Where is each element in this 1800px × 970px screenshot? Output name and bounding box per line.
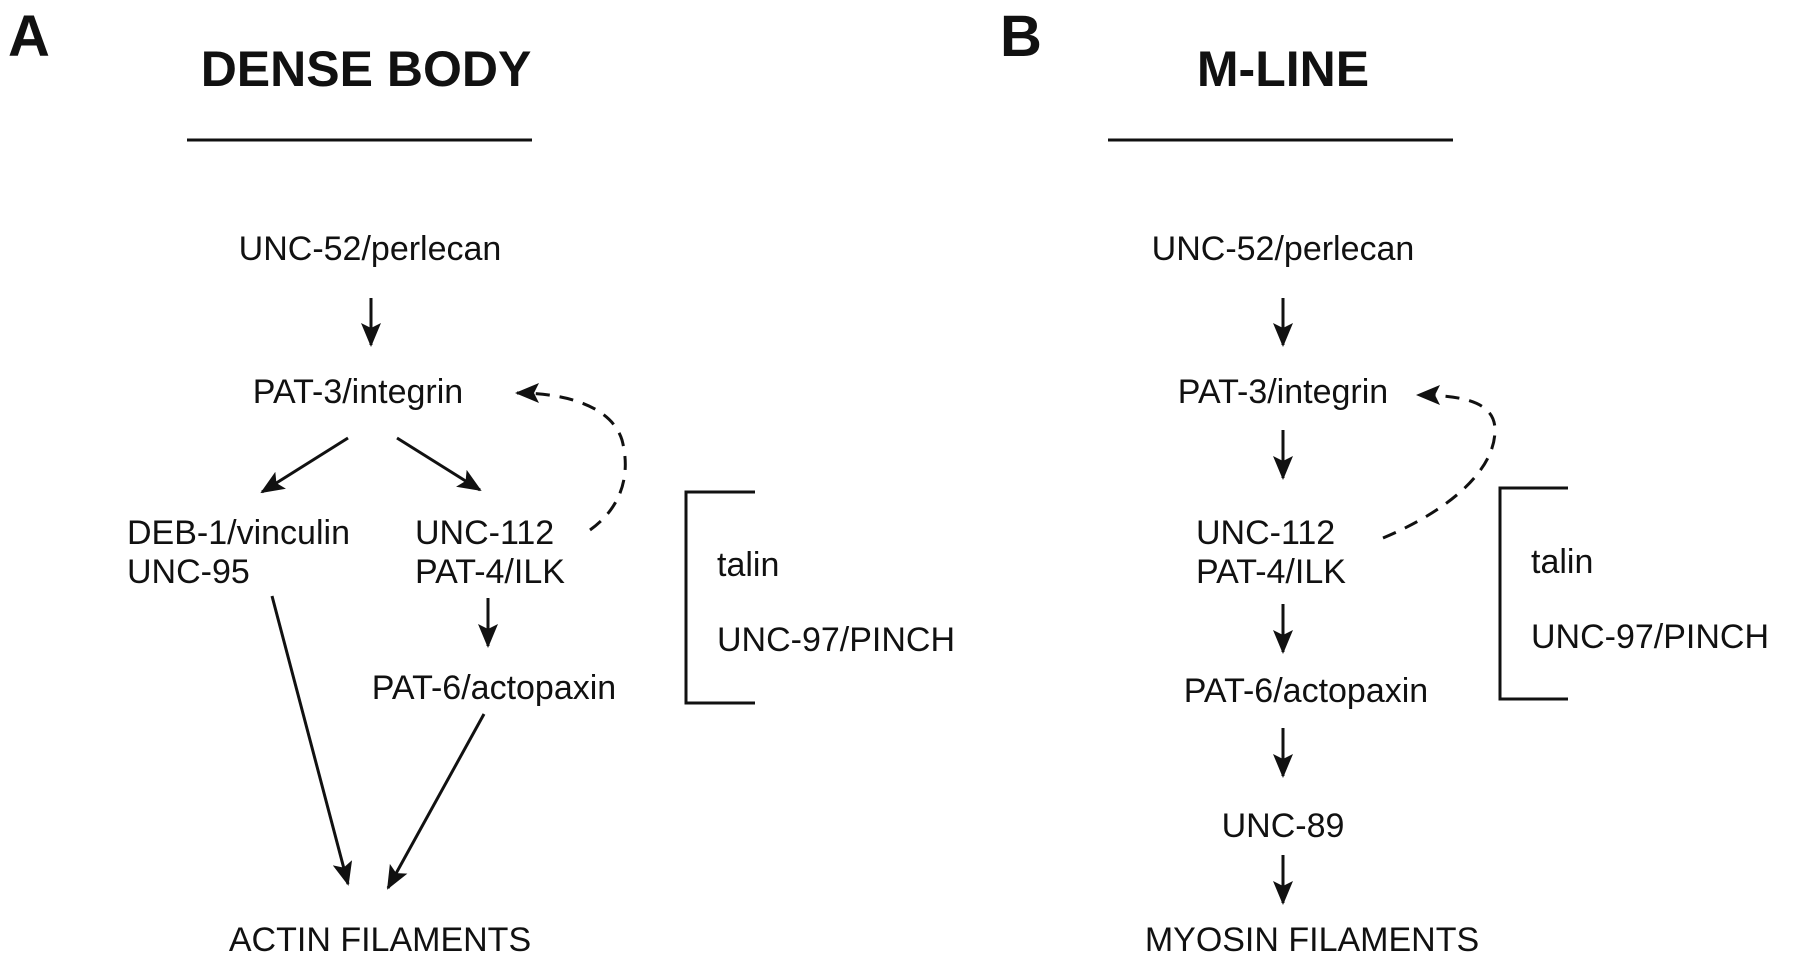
panel-a-bracket [684,490,755,705]
panel-a-node-pat4: PAT-4/ILK [415,553,565,591]
panel-a-feedback-arrow [515,383,627,532]
panel-b-node-filaments: MYOSIN FILAMENTS [1145,921,1479,959]
panel-a-letter: A [8,4,50,69]
panel-b-feedback-arrow [1382,385,1497,540]
panel-b-node-actopaxin: PAT-6/actopaxin [1184,672,1428,710]
panel-b-bracket [1498,486,1568,701]
panel-a-node-perlecan: UNC-52/perlecan [239,230,502,268]
panel-b-bracket-pinch: UNC-97/PINCH [1531,618,1769,656]
panel-b-letter: B [1000,4,1042,69]
panel-b-node-unc89: UNC-89 [1222,807,1345,845]
panel-b-node-unc112: UNC-112 [1196,514,1335,552]
panel-a-node-vinculin: DEB-1/vinculin [127,514,350,552]
panel-a-node-unc112: UNC-112 [415,514,554,552]
panel-a-title: DENSE BODY [201,41,532,97]
panel-a-arrow-integrin-unc112 [396,436,482,492]
panel-a-arrow-integrin-vinculin [260,436,349,494]
panel-b-node-pat4: PAT-4/ILK [1196,553,1346,591]
panel-a-arrow-vinculin-filaments [270,595,353,886]
panel-b-bracket-talin: talin [1531,543,1593,581]
panel-b-node-integrin: PAT-3/integrin [1178,373,1388,411]
panel-a-arrow-actopaxin-filaments [386,713,486,890]
panel-b: B M-LINE UNC-52/perlecan PAT-3/integrin … [1000,4,1769,959]
panel-a-node-filaments: ACTIN FILAMENTS [229,921,531,959]
panel-a-node-unc95: UNC-95 [127,553,250,591]
panel-b-node-perlecan: UNC-52/perlecan [1152,230,1415,268]
panel-a-node-actopaxin: PAT-6/actopaxin [372,669,616,707]
panel-a-node-integrin: PAT-3/integrin [253,373,463,411]
panel-a: A DENSE BODY UNC-52/perlecan PAT-3/integ… [8,4,955,959]
panel-a-bracket-pinch: UNC-97/PINCH [717,621,955,659]
panel-b-title: M-LINE [1197,41,1369,97]
panel-a-bracket-talin: talin [717,546,779,584]
